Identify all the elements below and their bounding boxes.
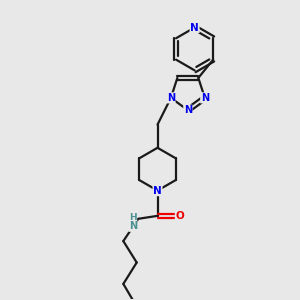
Text: O: O (176, 211, 184, 221)
Text: N: N (153, 186, 162, 196)
Text: N: N (167, 93, 175, 103)
Text: H: H (129, 213, 137, 222)
Text: N: N (201, 93, 209, 103)
Text: N: N (190, 22, 199, 32)
Text: N: N (129, 221, 137, 231)
Text: N: N (184, 105, 192, 115)
